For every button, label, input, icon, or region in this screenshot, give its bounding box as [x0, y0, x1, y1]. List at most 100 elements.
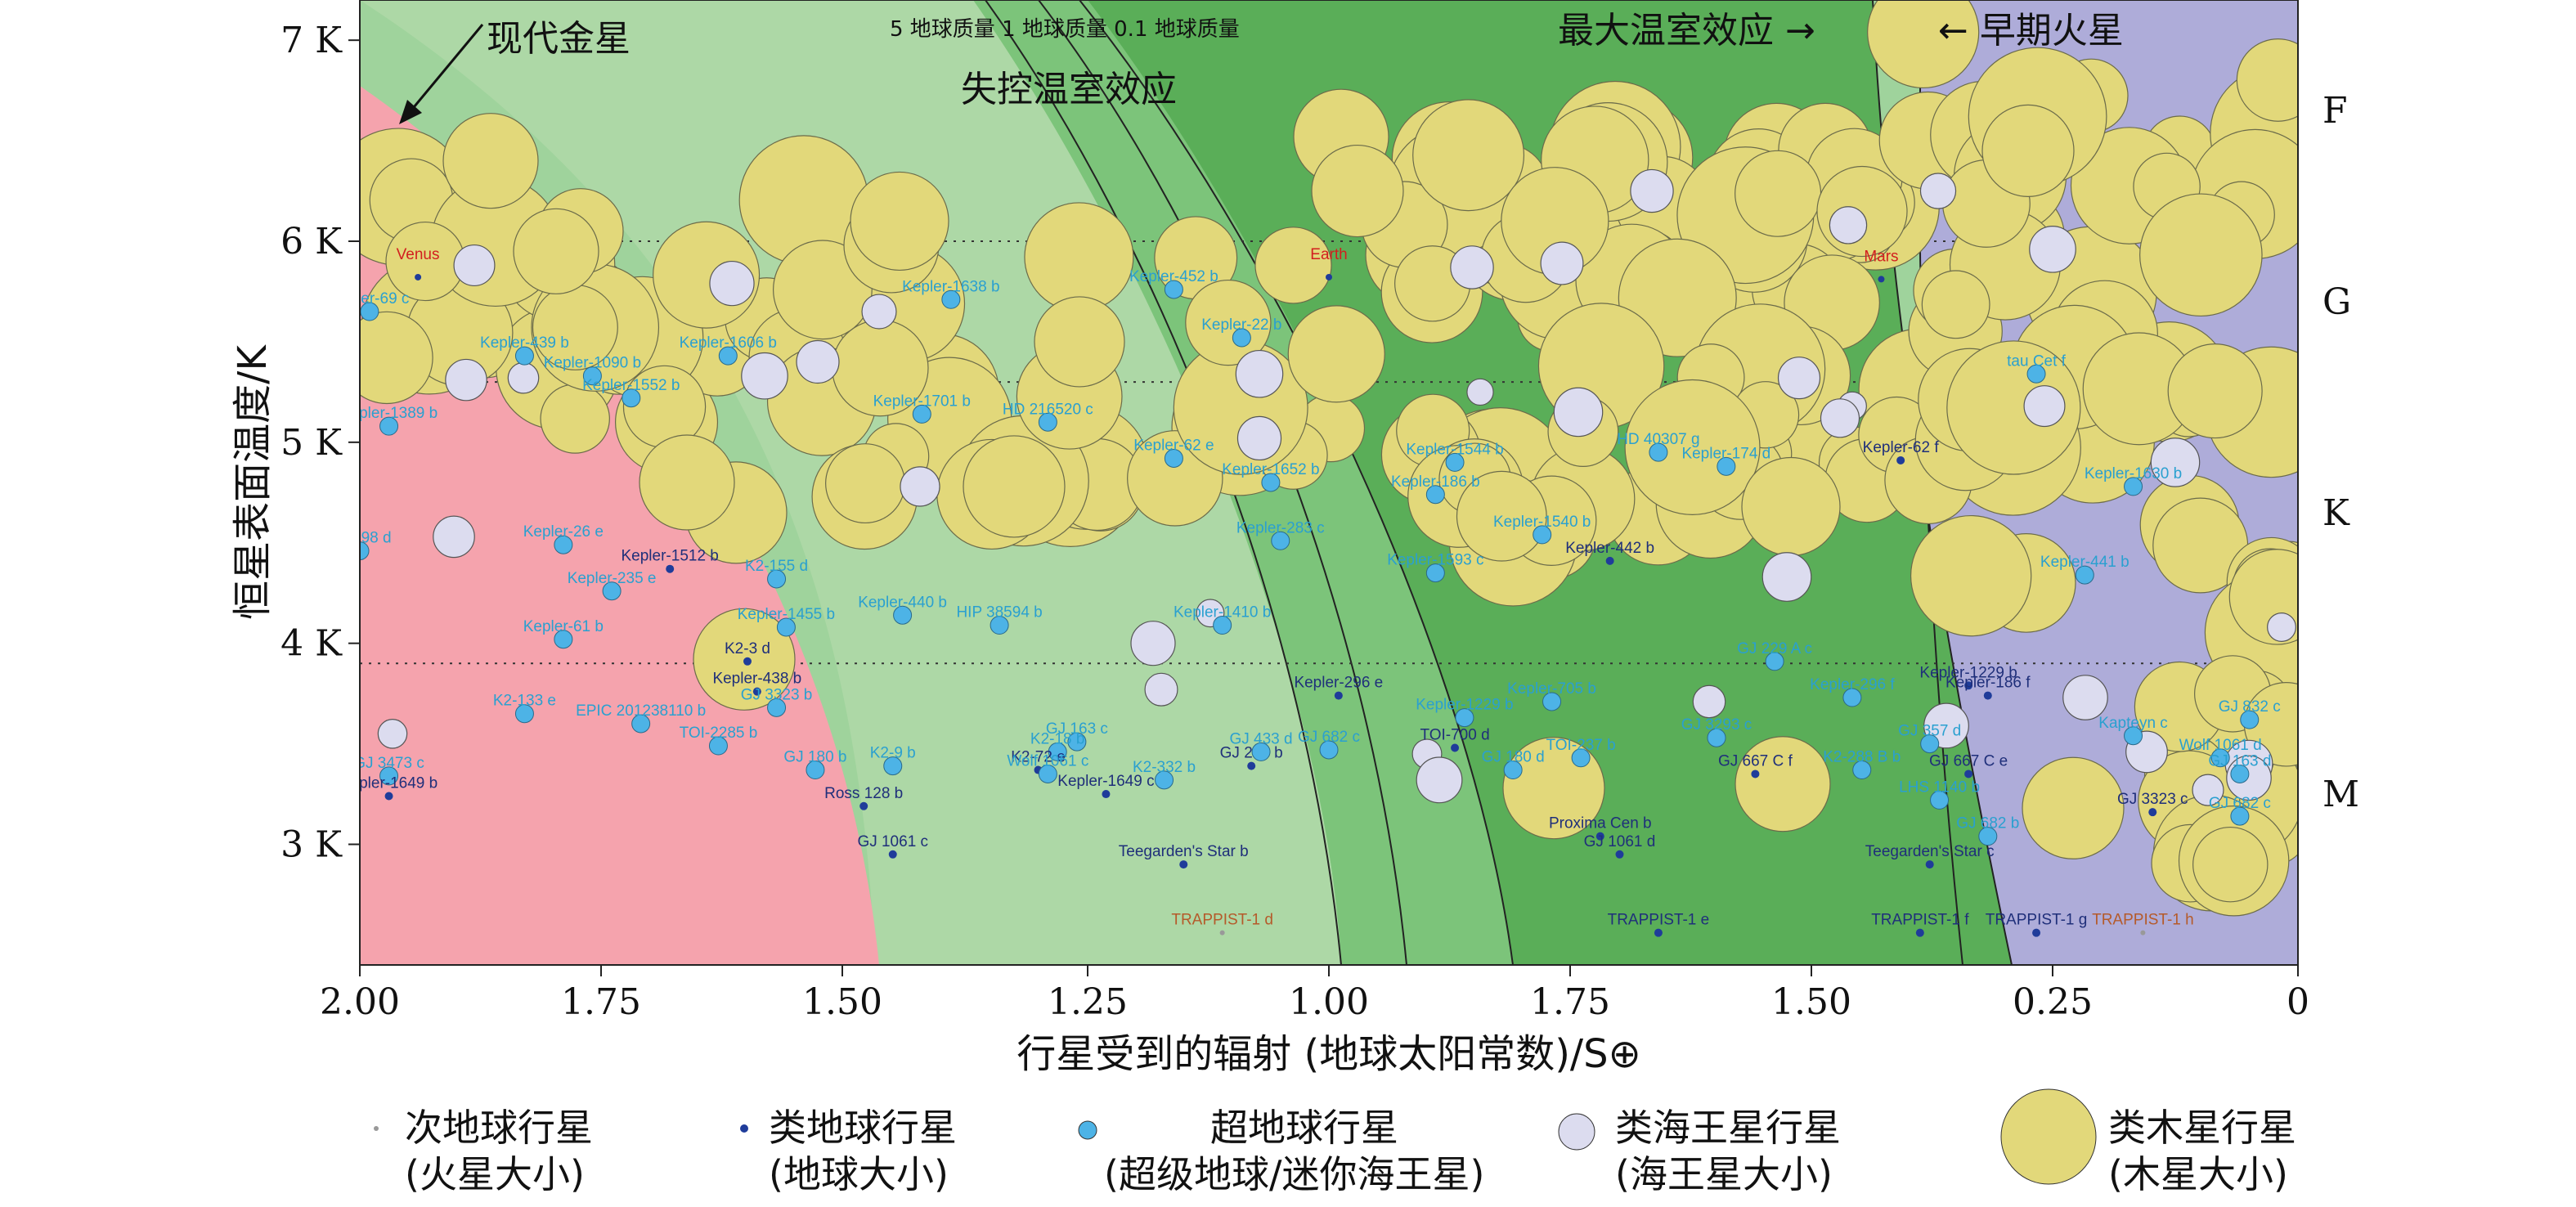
planet-kepler-235-e: Kepler-235 e [568, 570, 656, 601]
neptune-like-planet [1130, 621, 1176, 666]
planet-marker [1213, 616, 1232, 635]
planet-label: TRAPPIST-1 f [1871, 912, 1969, 929]
planet-label: TOI-700 d [1420, 727, 1489, 744]
planet-label: Kepler-22 b [1201, 316, 1281, 334]
planet-label: GJ 667 C e [1929, 752, 2008, 770]
planet-kepler-1630-b: Kepler-1630 b [2085, 465, 2182, 496]
planet-label: HD 216520 c [1003, 401, 1093, 418]
legend-label-4b: (海王星大小) [1615, 1152, 1833, 1196]
jupiter-like-planet [513, 208, 599, 294]
planet-marker [1164, 280, 1183, 299]
planet-label: Venus [397, 246, 440, 263]
region-label-max-greenhouse: 最大温室效应 → [1558, 10, 1815, 52]
planet-label: Kepler-1652 b [1222, 461, 1319, 478]
planet-marker [554, 535, 573, 554]
planet-marker [1533, 525, 1552, 545]
jupiter-like-planet [1867, 0, 1980, 89]
planet-marker [888, 850, 897, 859]
planet-label: Kepler-438 b [712, 671, 801, 688]
planet-marker [2124, 726, 2143, 746]
planet-label: Kepler-69 c [330, 290, 409, 307]
jupiter-like-planet [2236, 38, 2298, 122]
planet-label: Kepler-26 e [523, 523, 604, 541]
planet-marker [1595, 832, 1604, 841]
jupiter-like-planet [1946, 340, 2081, 475]
jupiter-like-planet [1287, 305, 1385, 403]
x-tick-label: 1.50 [1771, 981, 1851, 1023]
planet-marker [1707, 728, 1726, 747]
planet-label: Kepler-1229 b [1919, 664, 2017, 681]
region-label-early-mars: ← 早期火星 [1938, 10, 2124, 52]
planet-k2-298-d: K2-298 d [360, 530, 392, 561]
y-axis-ticks: 7 K 6 K 5 K 4 K 3 K [280, 20, 360, 866]
planet-marker [752, 687, 761, 696]
y-axis-title: 恒星表面温度/K [230, 344, 276, 620]
planet-gj-163-d: GJ 163 d [2208, 752, 2271, 783]
planet-marker [1164, 449, 1183, 468]
planet-label: GJ 163 c [1046, 720, 1108, 738]
planet-lhs-1140-b: LHS 1140 b [1899, 778, 1980, 810]
planet-toi-2285-b: TOI-2285 b [680, 725, 757, 756]
neptune-like-planet [1692, 684, 1726, 719]
planet-marker [1964, 770, 1973, 778]
planet-marker [2140, 930, 2146, 936]
legend-label-1a: 次地球行星 [405, 1106, 593, 1150]
planet-marker [2026, 364, 2046, 384]
jupiter-like-planet [825, 443, 906, 524]
jupiter-like-planet [1816, 165, 1908, 258]
legend-swatch-earth-like [740, 1124, 748, 1133]
planet-gj-229-a-c: GJ 229 A c [1737, 640, 1812, 671]
planet-marker [2124, 477, 2143, 496]
planet-label: GJ 433 d [1229, 730, 1292, 747]
legend: 次地球行星 (火星大小) 类地球行星 (地球大小) 超地球行星 (超级地球/迷你… [374, 1088, 2296, 1196]
planet-gj-1061-d: GJ 1061 d [1584, 833, 1655, 859]
planet-marker [1038, 764, 1057, 783]
planet-label: Kepler-1701 b [873, 393, 971, 410]
planet-kepler-1593-c: Kepler-1593 c [1387, 552, 1483, 583]
planet-k2-18-b: K2-18 b [1030, 730, 1084, 761]
planet-label: GJ 1061 c [857, 833, 928, 850]
planet-marker [1842, 688, 1862, 707]
planet-k2-9-b: K2-9 b [870, 745, 916, 776]
planet-k2-133-e: K2-133 e [493, 693, 556, 724]
planet-gj-667-c-f: GJ 667 C f [1718, 752, 1793, 778]
planet-label: Kepler-1512 b [622, 548, 719, 565]
planet-k2-3-d: K2-3 d [725, 640, 770, 666]
neptune-like-planet [796, 339, 840, 384]
legend-label-5b: (木星大小) [2108, 1152, 2288, 1196]
planet-label: GJ 357 d [1898, 723, 1961, 740]
jupiter-like-planet [1981, 104, 2075, 197]
planet-label: K2-155 d [745, 558, 808, 575]
planet-kepler-1540-b: Kepler-1540 b [1493, 514, 1591, 545]
x-tick-label: 0 [2287, 981, 2309, 1023]
planet-marker [1219, 930, 1225, 936]
planet-kepler-438-b: Kepler-438 b [712, 671, 801, 696]
planet-label: Kepler-439 b [480, 334, 569, 352]
planet-tau-cet-f: tau Cet f [2007, 352, 2067, 384]
planet-gj-1061-c: GJ 1061 c [857, 833, 928, 859]
plot-area: Venus Earth Mars Kepler-69 c Kepler-439 b Kep… [330, 0, 2298, 965]
planet-label: Kepler-62 e [1133, 437, 1214, 455]
mass-line-labels: 5 地球质量 1 地球质量 0.1 地球质量 [890, 17, 1240, 42]
legend-swatch-super-earth [1078, 1120, 1097, 1140]
planet-marker [1048, 742, 1067, 761]
planet-label: TOI-237 b [1546, 737, 1615, 754]
labeled-planets: Venus Earth Mars Kepler-69 c Kepler-439 b Kep… [330, 246, 2281, 937]
planet-kepler-1229-b: Kepler-1229 b [1416, 697, 1514, 728]
planet-marker [1878, 276, 1885, 283]
planet-label: GJ 3323 c [2117, 791, 2188, 808]
planet-hip-38594-b: HIP 38594 b [956, 604, 1043, 635]
planet-gj-163-c: GJ 163 c [1046, 720, 1108, 752]
planet-gj-682-c: GJ 682 c [1298, 729, 1360, 760]
jupiter-like-planet [2022, 756, 2125, 859]
planet-kepler-1552-b: Kepler-1552 b [582, 377, 680, 408]
planet-marker [1964, 681, 1973, 690]
planet-label: Kepler-1389 b [340, 405, 438, 422]
spectral-class-G: G [2322, 281, 2351, 323]
planet-label: Kepler-296 e [1294, 675, 1383, 692]
planet-gj-3323-c: GJ 3323 c [2117, 791, 2188, 817]
neptune-like-planet [1829, 206, 1868, 245]
planet-marker [2210, 748, 2230, 768]
planet-label: Kepler-1593 c [1387, 552, 1483, 569]
neptune-like-planet [1777, 357, 1821, 400]
